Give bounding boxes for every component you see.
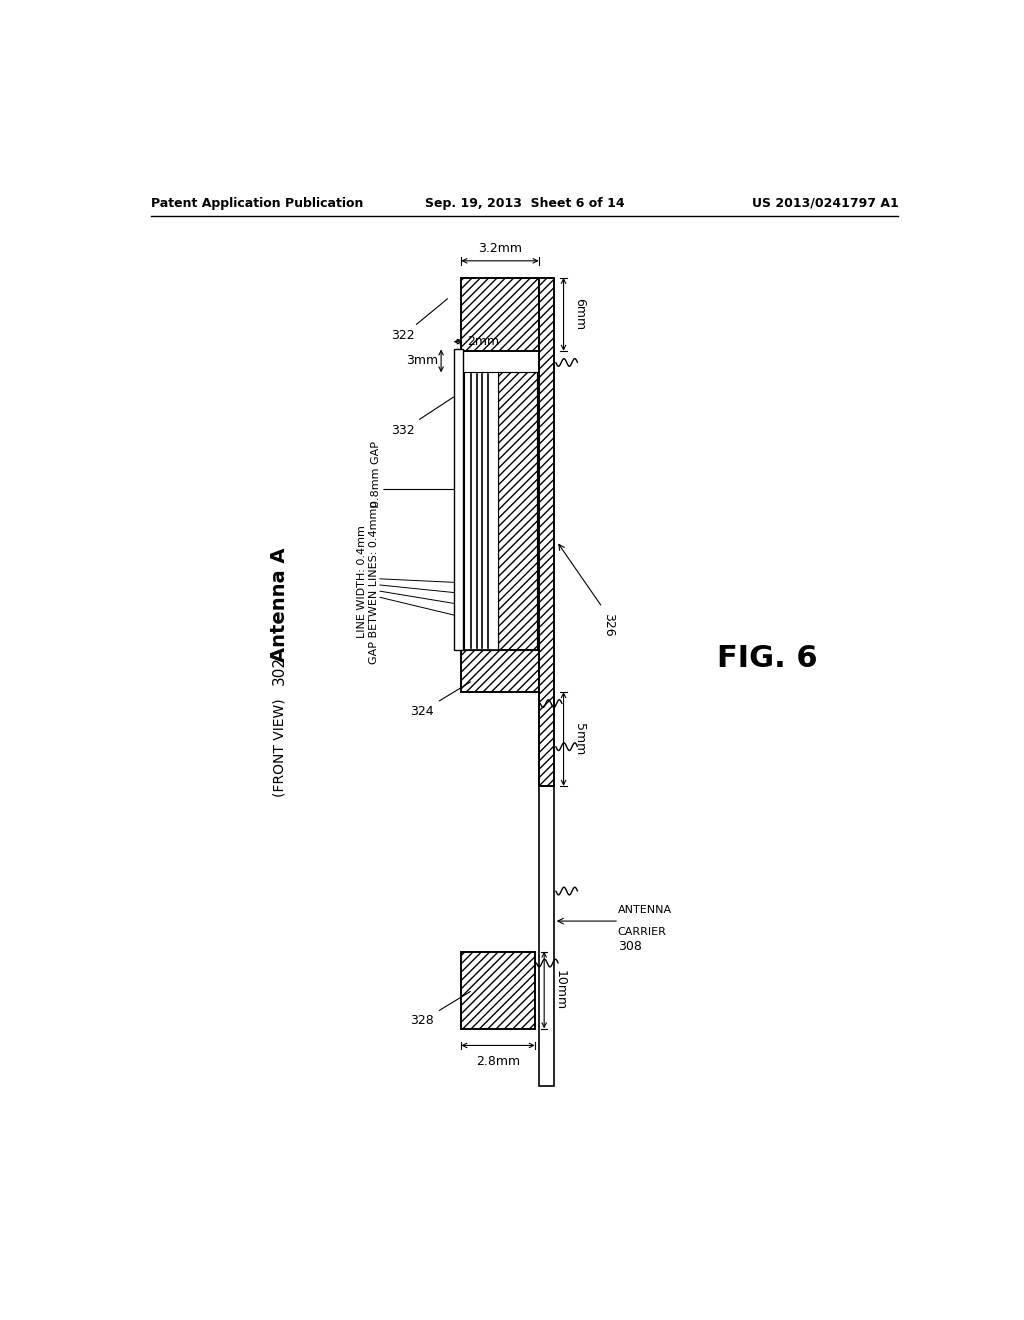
Bar [461, 952, 535, 1028]
Text: 328: 328 [411, 991, 470, 1027]
Bar [461, 649, 539, 692]
Text: (FRONT VIEW): (FRONT VIEW) [272, 698, 286, 797]
Bar [498, 372, 538, 649]
Bar [461, 277, 539, 351]
Text: 3mm: 3mm [406, 354, 438, 367]
Bar [539, 277, 554, 785]
Bar [461, 277, 539, 351]
Bar [498, 372, 538, 649]
Text: Sep. 19, 2013  Sheet 6 of 14: Sep. 19, 2013 Sheet 6 of 14 [425, 197, 625, 210]
Text: 2.8mm: 2.8mm [476, 1055, 520, 1068]
Text: FIG. 6: FIG. 6 [717, 644, 817, 673]
Text: 322: 322 [391, 298, 447, 342]
Text: 324: 324 [411, 682, 470, 718]
Text: 0.8mm GAP: 0.8mm GAP [371, 441, 381, 507]
Text: 5mm: 5mm [572, 723, 586, 755]
Text: 2mm: 2mm [467, 335, 500, 348]
Text: 6mm: 6mm [572, 298, 586, 330]
Text: 10mm: 10mm [554, 970, 566, 1010]
Text: ANTENNA: ANTENNA [617, 906, 672, 915]
Text: 3.2mm: 3.2mm [478, 242, 522, 255]
Text: 308: 308 [617, 940, 642, 953]
Bar [461, 649, 539, 692]
Text: LINE WIDTH: 0.4mm: LINE WIDTH: 0.4mm [356, 525, 367, 639]
Bar [454, 350, 463, 649]
Text: GAP BETWEN LINES: 0.4mmp: GAP BETWEN LINES: 0.4mmp [369, 500, 379, 664]
Bar [539, 785, 554, 1086]
Text: CARRIER: CARRIER [617, 928, 667, 937]
Bar [464, 372, 499, 649]
Text: Antenna A: Antenna A [269, 548, 289, 663]
Text: 302: 302 [271, 656, 287, 685]
Bar [539, 277, 554, 785]
Bar [461, 952, 535, 1028]
Text: Patent Application Publication: Patent Application Publication [152, 197, 364, 210]
Text: 326: 326 [602, 612, 615, 636]
Text: 332: 332 [391, 397, 454, 437]
Text: US 2013/0241797 A1: US 2013/0241797 A1 [752, 197, 898, 210]
